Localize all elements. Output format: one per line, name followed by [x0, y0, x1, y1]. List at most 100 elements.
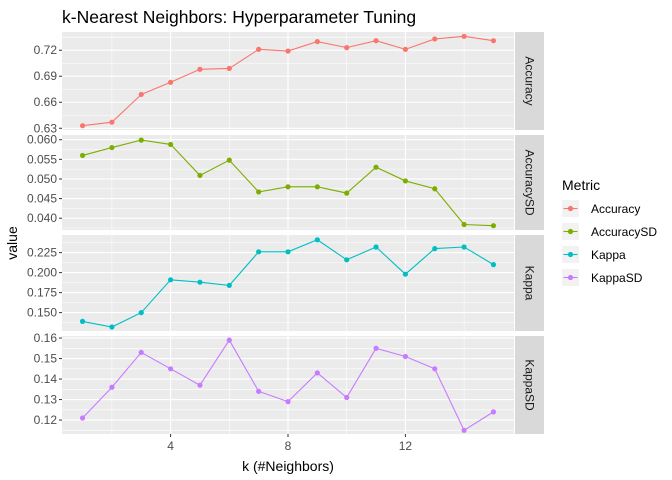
facet-strip	[515, 235, 544, 331]
data-point	[197, 172, 203, 179]
data-point	[138, 91, 144, 98]
data-point	[490, 38, 497, 44]
data-point	[314, 38, 320, 45]
y-tick-label: 0.13	[34, 393, 58, 407]
data-point	[256, 249, 262, 255]
facet-strip-label: Kappa	[523, 266, 537, 301]
y-tick-label: 0.040	[27, 211, 57, 225]
data-point	[432, 36, 438, 42]
legend-label: Accuracy	[591, 202, 640, 216]
legend: Metric Accuracy AccuracySD Kappa KappaSD	[562, 177, 657, 286]
y-tick-label: 0.055	[27, 152, 57, 166]
data-point	[373, 345, 379, 351]
data-point	[138, 310, 144, 316]
data-point	[402, 271, 409, 277]
data-point	[461, 244, 467, 250]
data-point	[79, 318, 86, 324]
data-point	[314, 237, 320, 243]
data-point	[402, 46, 409, 52]
data-point	[490, 409, 497, 415]
data-point	[432, 366, 438, 372]
data-point	[109, 384, 115, 390]
data-point	[226, 282, 232, 288]
y-tick-label: 0.175	[27, 286, 57, 300]
y-tick-label: 0.150	[27, 306, 57, 320]
y-tick-label: 0.66	[34, 95, 58, 109]
data-point	[432, 246, 438, 252]
data-point	[79, 123, 86, 129]
data-point	[138, 137, 144, 143]
y-tick-label: 0.225	[27, 246, 57, 260]
data-point	[138, 349, 144, 356]
legend-key-point	[567, 228, 574, 235]
y-tick-label: 0.060	[27, 133, 57, 147]
x-axis: 4 8 12	[167, 434, 412, 453]
legend-item-accuracy: Accuracy	[562, 200, 640, 217]
legend-label: Kappa	[591, 248, 626, 262]
data-point	[79, 415, 86, 421]
facet-strip-label: Accuracy	[523, 56, 537, 105]
facet-panel-accuracy: 0.63 0.66 0.69 0.72 Accuracy	[34, 32, 544, 135]
data-point	[432, 186, 438, 192]
y-tick-label: 0.15	[34, 352, 58, 366]
legend-item-kappa: Kappa	[562, 246, 626, 263]
legend-key-point	[567, 274, 574, 281]
legend-item-accuracysd: AccuracySD	[562, 223, 657, 240]
y-tick-label: 0.16	[34, 331, 58, 345]
data-point	[461, 33, 467, 39]
data-point	[344, 45, 350, 51]
data-point	[490, 223, 497, 229]
facet-panel-kappa: 0.150 0.175 0.200 0.225 Kappa	[27, 235, 544, 331]
data-point	[285, 48, 291, 54]
data-point	[373, 164, 379, 170]
data-point	[314, 370, 320, 376]
facet-panel-accuracysd: 0.040 0.045 0.050 0.055 0.060 AccuracySD	[27, 133, 544, 230]
data-point	[402, 353, 409, 360]
data-point	[314, 184, 320, 190]
legend-item-kappasd: KappaSD	[562, 269, 643, 286]
legend-label: AccuracySD	[591, 225, 657, 239]
x-tick-label: 8	[285, 439, 292, 453]
facet-strip-label: AccuracySD	[523, 149, 537, 215]
data-point	[402, 178, 409, 184]
data-point	[109, 144, 115, 151]
legend-key-point	[567, 205, 574, 212]
data-point	[373, 244, 379, 250]
facet-strip	[515, 135, 544, 230]
y-tick-label: 0.69	[34, 69, 58, 83]
data-point	[461, 427, 467, 433]
data-point	[344, 190, 350, 196]
y-tick-label: 0.12	[34, 413, 58, 427]
data-point	[256, 189, 262, 195]
data-point	[256, 388, 262, 394]
data-point	[461, 221, 467, 228]
data-point	[167, 366, 174, 372]
data-point	[167, 277, 174, 283]
facet-strip	[515, 336, 544, 434]
data-point	[490, 262, 497, 268]
data-point	[285, 399, 291, 405]
data-point	[197, 66, 203, 72]
x-tick-label: 4	[167, 439, 174, 453]
data-point	[226, 157, 232, 163]
y-tick-label: 0.200	[27, 266, 57, 280]
legend-key-point	[567, 251, 574, 258]
data-point	[285, 249, 291, 255]
x-tick-label: 12	[399, 439, 413, 453]
data-point	[344, 257, 350, 263]
facet-panels: 0.630.660.690.72Accuracy0.0400.0450.0500…	[27, 32, 544, 434]
y-tick-label: 0.14	[34, 372, 58, 386]
facet-strip-label: KappaSD	[523, 359, 537, 411]
y-tick-label: 0.050	[27, 172, 57, 186]
data-point	[344, 394, 350, 401]
data-point	[167, 141, 174, 148]
data-point	[197, 279, 203, 285]
y-axis-title: value	[4, 226, 20, 260]
chart-title: k-Nearest Neighbors: Hyperparameter Tuni…	[62, 7, 416, 27]
data-point	[226, 65, 232, 72]
data-point	[226, 337, 232, 343]
data-point	[109, 324, 115, 330]
data-point	[167, 79, 174, 85]
data-point	[285, 184, 291, 190]
